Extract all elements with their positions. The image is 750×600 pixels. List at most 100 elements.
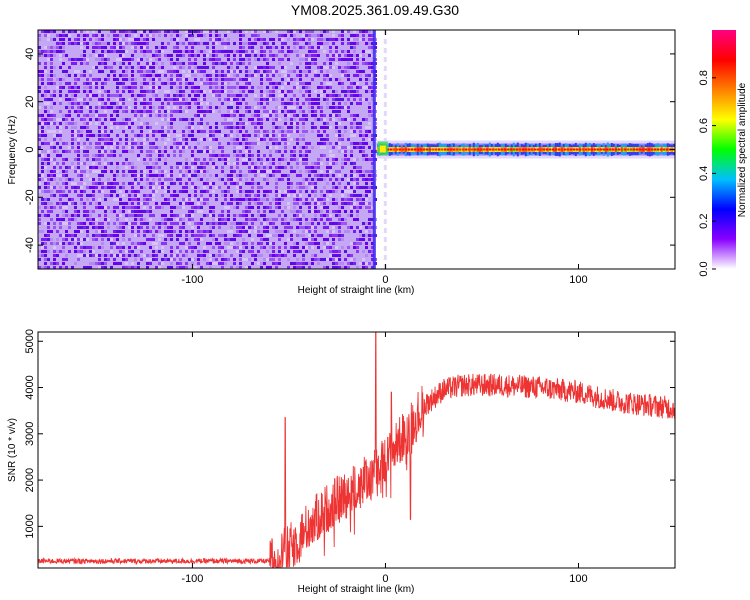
signal-core (545, 148, 549, 151)
heat-cell (149, 50, 152, 53)
heat-cell (296, 142, 299, 145)
heat-cell (110, 210, 113, 213)
heat-cell (344, 90, 347, 93)
heat-cell (245, 102, 248, 105)
heat-cell (83, 118, 86, 121)
heat-cell (125, 254, 128, 257)
heat-cell (41, 142, 44, 145)
heat-cell (278, 258, 281, 261)
heat-cell (275, 190, 278, 193)
heat-cell (173, 198, 176, 201)
signal-core (650, 148, 654, 151)
heat-cell (293, 118, 296, 121)
heat-cell (182, 50, 185, 53)
heat-cell (332, 118, 335, 121)
heat-cell (128, 254, 131, 257)
heat-cell (188, 146, 191, 149)
heat-cell (200, 222, 203, 225)
heat-cell (212, 218, 215, 221)
heat-cell (182, 218, 185, 221)
heat-cell (152, 82, 155, 85)
heat-cell (278, 254, 281, 257)
heat-cell (287, 190, 290, 193)
heat-cell (104, 266, 107, 269)
heat-cell (131, 42, 134, 45)
heat-cell (173, 150, 176, 153)
heat-cell (146, 50, 149, 53)
heat-cell (164, 74, 167, 77)
heat-cell (275, 206, 278, 209)
heat-cell (56, 202, 59, 205)
heat-cell (311, 106, 314, 109)
heat-cell (110, 46, 113, 49)
heat-cell (359, 30, 362, 33)
heat-cell (224, 194, 227, 197)
heat-cell (299, 198, 302, 201)
heat-cell (221, 254, 224, 257)
heat-cell (98, 62, 101, 65)
heat-cell (86, 150, 89, 153)
heat-cell (164, 186, 167, 189)
heat-cell (263, 54, 266, 57)
heat-cell (170, 34, 173, 37)
heat-cell (341, 34, 344, 37)
y-tick-label: 20 (24, 96, 36, 108)
heat-cell (341, 150, 344, 153)
heat-cell (56, 42, 59, 45)
heat-cell (44, 102, 47, 105)
heat-cell (293, 38, 296, 41)
heat-cell (290, 190, 293, 193)
heat-cell (308, 230, 311, 233)
heat-cell (284, 138, 287, 141)
heat-cell (224, 98, 227, 101)
heat-cell (200, 206, 203, 209)
heat-cell (50, 118, 53, 121)
heat-cell (323, 74, 326, 77)
heat-cell (62, 162, 65, 165)
heat-cell (188, 62, 191, 65)
heat-cell (155, 114, 158, 117)
heat-cell (104, 198, 107, 201)
heat-cell (149, 78, 152, 81)
heat-cell (98, 158, 101, 161)
heat-cell (332, 102, 335, 105)
heat-cell (173, 98, 176, 101)
heat-cell (71, 62, 74, 65)
heat-cell (62, 118, 65, 121)
heat-cell (122, 70, 125, 73)
heat-cell (89, 170, 92, 173)
heat-cell (182, 54, 185, 57)
signal-core (542, 148, 546, 151)
heat-cell (353, 230, 356, 233)
heat-cell (245, 110, 248, 113)
heat-cell (320, 66, 323, 69)
heat-cell (272, 54, 275, 57)
heat-cell (185, 102, 188, 105)
heat-cell (65, 174, 68, 177)
heat-cell (320, 170, 323, 173)
heat-cell (38, 154, 41, 157)
heat-cell (305, 150, 308, 153)
heat-cell (179, 178, 182, 181)
heat-cell (350, 46, 353, 49)
heat-cell (152, 214, 155, 217)
heat-cell (182, 150, 185, 153)
heat-cell (98, 118, 101, 121)
heat-cell (173, 222, 176, 225)
heat-cell (44, 70, 47, 73)
heat-cell (344, 102, 347, 105)
heat-cell (284, 114, 287, 117)
heat-cell (221, 234, 224, 237)
heat-cell (335, 46, 338, 49)
heat-cell (362, 186, 365, 189)
heat-cell (170, 78, 173, 81)
heat-cell (263, 238, 266, 241)
heat-cell (95, 50, 98, 53)
heat-cell (62, 266, 65, 269)
heat-cell (350, 202, 353, 205)
heat-cell (146, 66, 149, 69)
noise-background (38, 30, 376, 269)
heat-cell (50, 130, 53, 133)
heat-cell (359, 38, 362, 41)
heat-cell (236, 106, 239, 109)
